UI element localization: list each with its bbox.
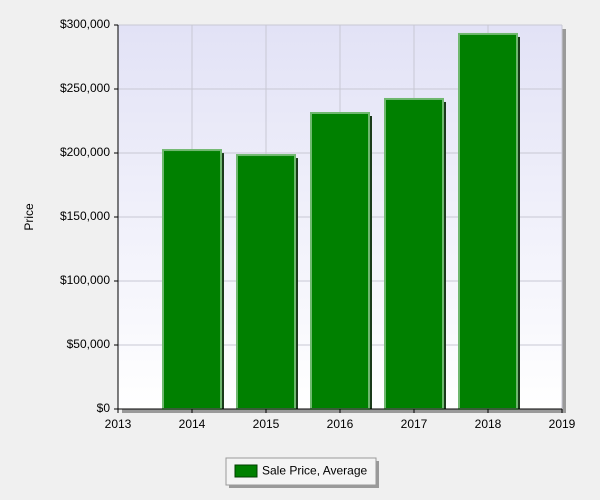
legend: Sale Price, Average <box>225 457 379 488</box>
y-tick-label: $250,000 <box>60 81 110 95</box>
x-tick-label: 2017 <box>401 417 428 431</box>
y-tick-label: $50,000 <box>67 337 111 351</box>
bar <box>236 154 296 410</box>
x-tick-label: 2018 <box>475 417 502 431</box>
legend-swatch <box>234 464 258 478</box>
x-tick-label: 2019 <box>549 417 576 431</box>
bar <box>458 32 518 411</box>
bar <box>310 112 370 410</box>
y-tick-label: $300,000 <box>60 17 110 31</box>
y-axis-label: Price <box>22 203 36 231</box>
x-tick-label: 2015 <box>253 417 280 431</box>
x-tick-label: 2013 <box>105 417 132 431</box>
y-tick-label: $150,000 <box>60 209 110 223</box>
x-tick-label: 2016 <box>327 417 354 431</box>
bar <box>162 149 222 410</box>
bar <box>384 97 444 410</box>
y-tick-label: $0 <box>97 401 111 415</box>
legend-label: Sale Price, Average <box>262 464 368 478</box>
y-tick-label: $100,000 <box>60 273 110 287</box>
y-tick-label: $200,000 <box>60 145 110 159</box>
bars <box>162 32 520 411</box>
x-tick-label: 2014 <box>179 417 206 431</box>
